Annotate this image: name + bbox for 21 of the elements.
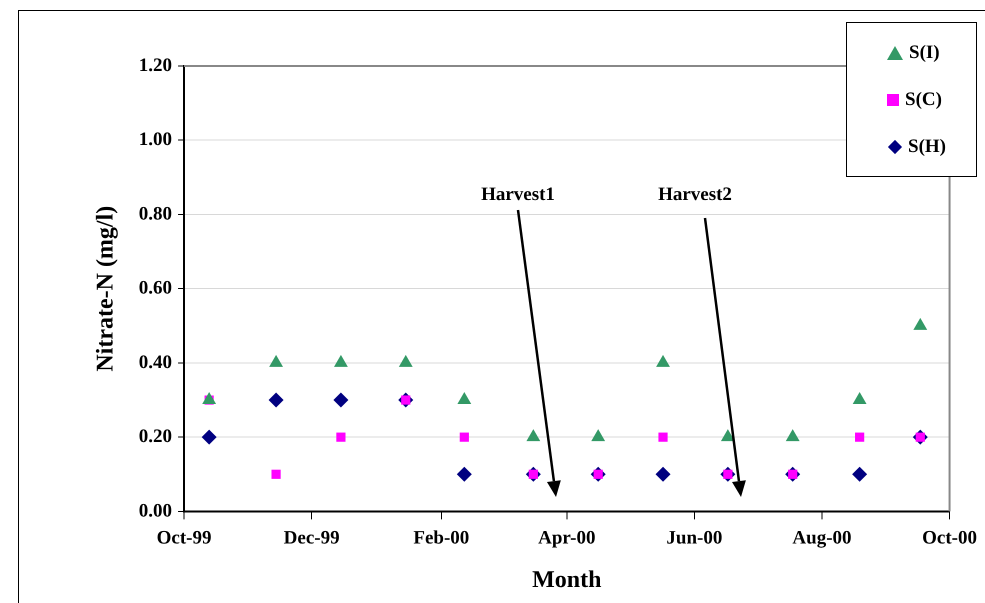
y-tick-label: 1.20 — [138, 54, 172, 76]
x-tick-label: Jun-00 — [666, 528, 722, 549]
x-tick-label: Aug-00 — [792, 528, 852, 549]
legend-label: S(C) — [905, 88, 942, 110]
y-tick-label: 0.40 — [138, 352, 172, 373]
legend-label: S(H) — [908, 136, 946, 158]
x-tick-label: Oct-00 — [922, 528, 978, 549]
x-tick-label: Apr-00 — [538, 528, 596, 549]
x-axis-title: Month — [532, 566, 602, 593]
y-tick-label: 0.80 — [138, 203, 172, 224]
y-tick-label: 1.00 — [138, 129, 172, 150]
y-tick-label: 0.00 — [138, 500, 172, 522]
annotation: Harvest2 — [658, 184, 732, 206]
annotation: Harvest1 — [481, 184, 555, 206]
y-tick-label: 0.20 — [138, 426, 172, 448]
legend-label: S(I) — [909, 42, 940, 64]
x-tick-label: Dec-99 — [284, 528, 340, 549]
y-axis-title: Nitrate-N (mg/l) — [92, 206, 119, 372]
x-tick-label: Oct-99 — [156, 528, 212, 549]
y-tick-label: 0.60 — [138, 278, 172, 299]
x-tick-label: Feb-00 — [413, 528, 470, 549]
